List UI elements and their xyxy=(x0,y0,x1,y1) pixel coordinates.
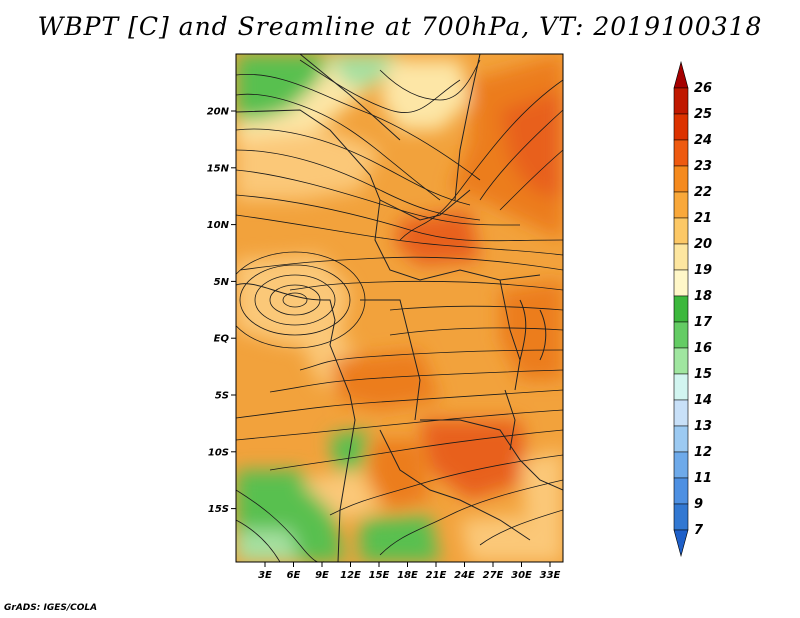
colorbar-segment xyxy=(673,477,689,505)
lat-tick-label: 15S xyxy=(208,504,229,515)
lon-tick-label: 21E xyxy=(426,570,447,581)
colorbar-label: 16 xyxy=(694,341,712,356)
lat-tick-label: 20N xyxy=(207,107,230,118)
colorbar-label: 18 xyxy=(694,289,712,304)
colorbar-segment xyxy=(673,399,689,427)
longitude-axis: 3E 6E 9E 12E 15E 18E 21E 24E 27E 30E 33E xyxy=(258,562,561,581)
colorbar-segment xyxy=(673,165,689,193)
lon-tick-label: 6E xyxy=(287,570,301,581)
colorbar-label: 12 xyxy=(694,445,712,460)
chart-title: WBPT [C] and Sreamline at 700hPa, VT: 20… xyxy=(37,12,763,41)
colorbar-segment xyxy=(673,269,689,297)
lon-tick-label: 3E xyxy=(258,570,272,581)
colorbar-label: 25 xyxy=(694,107,712,122)
colorbar-segment xyxy=(673,295,689,323)
colorbar-label: 20 xyxy=(694,237,712,252)
plot-frame xyxy=(235,53,564,563)
colorbar-segment xyxy=(673,503,689,531)
colorbar-label: 14 xyxy=(694,393,712,408)
colorbar-segment xyxy=(673,529,689,558)
colorbar-segment xyxy=(673,321,689,349)
colorbar-label: 21 xyxy=(694,211,712,226)
lat-tick-label: 10N xyxy=(207,220,230,231)
lon-tick-label: 24E xyxy=(454,570,475,581)
colorbar: 26 25 24 23 22 21 20 19 18 17 16 15 14 13 12 11 9 7 xyxy=(673,60,713,558)
lat-tick-label: EQ xyxy=(214,334,230,345)
colorbar-label: 11 xyxy=(694,471,712,486)
lon-tick-label: 12E xyxy=(340,570,361,581)
lon-tick-label: 30E xyxy=(511,570,532,581)
colorbar-label: 23 xyxy=(694,159,712,174)
colorbar-segment xyxy=(673,451,689,479)
lat-tick-label: 5S xyxy=(215,391,229,402)
lat-tick-label: 5N xyxy=(214,277,230,288)
colorbar-label: 26 xyxy=(694,81,712,96)
colorbar-label: 22 xyxy=(694,185,712,200)
colorbar-label: 17 xyxy=(694,315,713,330)
colorbar-segment xyxy=(673,425,689,453)
grads-credit: GrADS: IGES/COLA xyxy=(4,603,98,613)
lat-tick-label: 10S xyxy=(208,447,229,458)
colorbar-label: 9 xyxy=(694,497,703,512)
lon-tick-label: 9E xyxy=(315,570,329,581)
lon-tick-label: 27E xyxy=(483,570,504,581)
colorbar-segment xyxy=(673,139,689,167)
lon-tick-label: 18E xyxy=(397,570,418,581)
colorbar-segment xyxy=(673,347,689,375)
colorbar-label: 7 xyxy=(694,523,704,538)
country-borders xyxy=(236,54,563,562)
colorbar-label: 19 xyxy=(694,263,712,278)
colorbar-label: 13 xyxy=(694,419,712,434)
colorbar-label: 24 xyxy=(694,133,712,148)
colorbar-label: 15 xyxy=(694,367,712,382)
colorbar-segment xyxy=(673,113,689,141)
colorbar-segment xyxy=(673,87,689,115)
lon-tick-label: 33E xyxy=(540,570,561,581)
colorbar-segment xyxy=(673,217,689,245)
colorbar-segment xyxy=(673,60,689,89)
wbpt-shading xyxy=(236,54,563,562)
lon-tick-label: 15E xyxy=(369,570,390,581)
lat-tick-label: 15N xyxy=(207,163,230,174)
colorbar-segment xyxy=(673,243,689,271)
colorbar-segment xyxy=(673,373,689,401)
colorbar-segment xyxy=(673,191,689,219)
latitude-axis: 20N 15N 10N 5N EQ 5S 10S 15S xyxy=(207,107,236,515)
